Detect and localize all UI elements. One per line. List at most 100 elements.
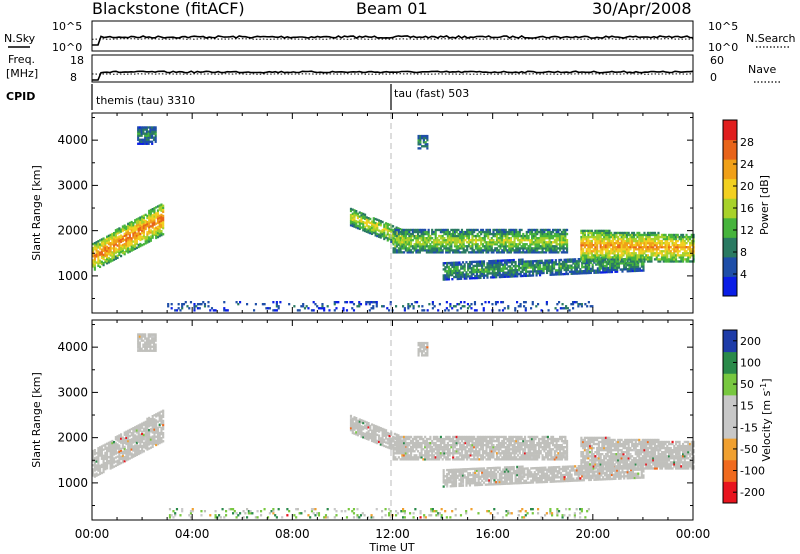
scatter-cell (614, 268, 617, 271)
scatter-cell (429, 245, 432, 248)
scatter-cell (466, 454, 469, 457)
power-colorbar-swatch (723, 159, 737, 180)
scatter-cell (415, 439, 418, 443)
scatter-cell (664, 246, 667, 249)
scatter-cell (689, 242, 692, 245)
scatter-cell (600, 271, 603, 274)
scatter-cell (476, 228, 479, 232)
scatter-cell (636, 242, 639, 245)
scatter-cell (120, 246, 123, 250)
scatter-cell (512, 261, 515, 264)
scatter-cell (522, 232, 525, 236)
scatter-cell (455, 251, 458, 254)
scatter-cell (489, 276, 493, 279)
scatter-cell (622, 252, 625, 255)
scatter-cell (573, 301, 576, 304)
scatter-cell (106, 454, 109, 458)
scatter-cell (450, 439, 453, 443)
scatter-cell (514, 267, 517, 270)
scatter-cell (427, 437, 430, 441)
scatter-cell (588, 263, 591, 267)
scatter-cell (132, 441, 135, 444)
scatter-cell (411, 446, 414, 449)
scatter-cell (462, 448, 465, 451)
scatter-cell (132, 433, 135, 436)
scatter-cell (134, 239, 137, 242)
scatter-cell (580, 239, 583, 243)
scatter-cell (123, 449, 126, 453)
scatter-cell (646, 248, 650, 251)
scatter-cell (643, 260, 646, 263)
scatter-cell (146, 434, 149, 437)
scatter-cell (618, 231, 622, 235)
scatter-cell (372, 436, 375, 439)
scatter-cell (378, 430, 381, 433)
scatter-cell (333, 301, 336, 304)
scatter-cell (587, 260, 590, 263)
scatter-cell (615, 260, 618, 263)
scatter-cell (640, 263, 643, 266)
scatter-cell (580, 237, 583, 241)
scatter-cell (95, 456, 98, 459)
scatter-cell (144, 420, 147, 424)
scatter-cell (151, 234, 154, 237)
scatter-cell (442, 264, 445, 267)
scatter-cell (481, 245, 485, 248)
scatter-cell (360, 429, 363, 432)
scatter-cell (386, 237, 389, 240)
scatter-cell (555, 239, 558, 242)
scatter-cell (489, 260, 493, 263)
scatter-cell (585, 250, 588, 253)
scatter-cell (456, 269, 459, 272)
scatter-cell (123, 437, 126, 440)
scatter-cell (633, 269, 636, 273)
scatter-cell (598, 267, 601, 270)
scatter-cell (424, 241, 427, 244)
scatter-cell (434, 247, 437, 250)
scatter-cell (395, 226, 398, 229)
scatter-cell (492, 234, 495, 238)
scatter-cell (436, 247, 439, 250)
scatter-cell (499, 243, 502, 246)
scatter-cell (480, 458, 483, 461)
scatter-cell (555, 230, 558, 234)
scatter-cell (439, 247, 442, 250)
scatter-cell (93, 244, 96, 247)
scatter-cell (527, 247, 530, 250)
scatter-cell (436, 251, 439, 254)
scatter-cell (645, 235, 648, 239)
scatter-cell (106, 258, 109, 261)
scatter-cell (97, 256, 100, 259)
scatter-cell (135, 238, 138, 241)
scatter-cell (637, 263, 640, 266)
scatter-cell (548, 245, 551, 248)
scatter-cell (160, 416, 163, 419)
scatter-cell (544, 265, 547, 268)
scatter-cell (429, 448, 432, 451)
scatter-cell (417, 251, 420, 254)
scatter-cell (533, 264, 536, 267)
scatter-cell (92, 449, 95, 453)
scatter-cell (518, 239, 521, 242)
scatter-cell (140, 142, 143, 145)
scatter-cell (447, 268, 450, 271)
scatter-cell (476, 251, 479, 254)
scatter-cell (372, 301, 375, 304)
scatter-cell (151, 226, 154, 229)
scatter-cell (349, 427, 353, 430)
scatter-cell (351, 421, 354, 424)
scatter-cell (434, 441, 437, 445)
scatter-cell (418, 234, 421, 238)
scatter-cell (496, 301, 499, 304)
scatter-cell (599, 250, 602, 253)
scatter-cell (300, 305, 303, 308)
scatter-cell (600, 267, 603, 270)
scatter-cell (526, 262, 529, 265)
scatter-cell (385, 222, 388, 225)
scatter-cell (546, 228, 549, 232)
scatter-cell (128, 240, 131, 243)
scatter-cell (111, 444, 114, 447)
scatter-cell (577, 260, 580, 263)
scatter-cell (383, 444, 386, 448)
scatter-cell (134, 227, 137, 230)
